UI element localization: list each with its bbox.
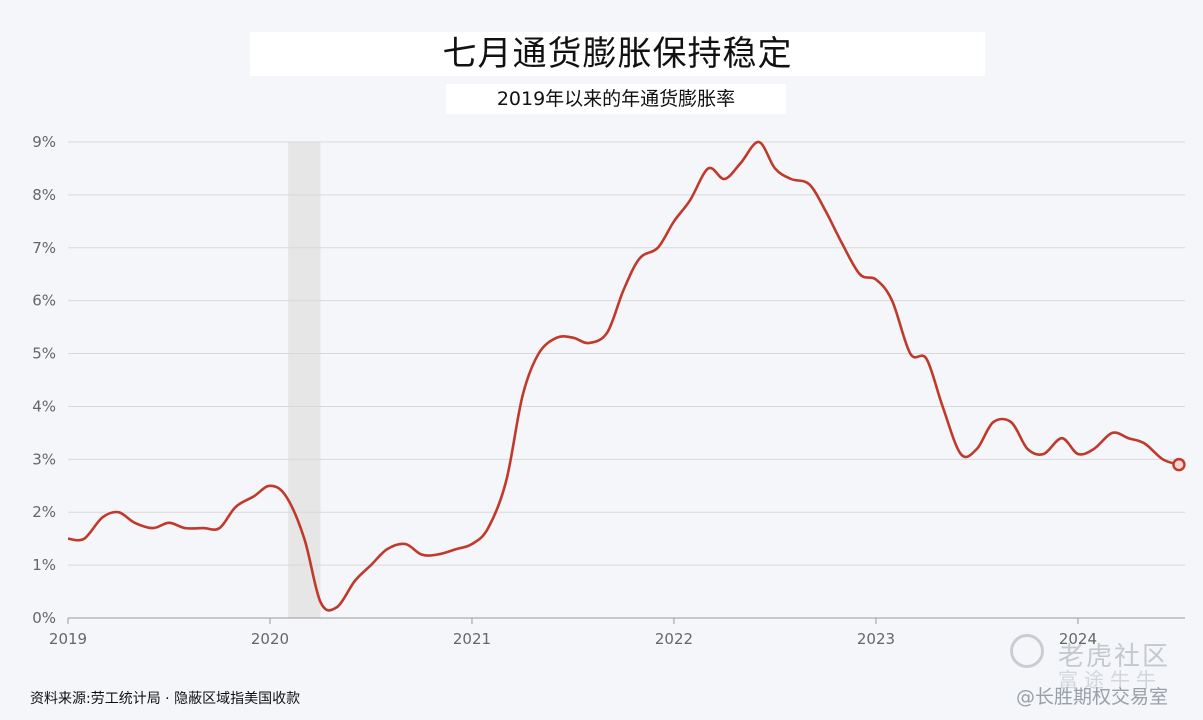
watermark-logo-icon	[1010, 634, 1044, 668]
y-tick-label: 6%	[32, 292, 56, 310]
recession-shade	[288, 142, 321, 618]
x-tick-label: 2020	[251, 630, 289, 648]
x-tick-label: 2024	[1059, 630, 1097, 648]
chart-subtitle: 2019年以来的年通货膨胀率	[496, 88, 736, 110]
y-tick-label: 1%	[32, 556, 56, 574]
x-tick-label: 2023	[857, 630, 895, 648]
y-tick-label: 3%	[32, 450, 56, 468]
y-tick-label: 5%	[32, 345, 56, 363]
y-tick-label: 0%	[32, 609, 56, 627]
watermark-handle: @长胜期权交易室	[1016, 686, 1169, 708]
watermark-community: 老虎社区	[1058, 642, 1171, 672]
chart-title: 七月通货膨胀保持稳定	[442, 34, 793, 74]
y-tick-label: 2%	[32, 503, 56, 521]
y-tick-label: 4%	[32, 397, 56, 415]
source-note: 资料来源:劳工统计局 · 隐蔽区域指美国收款	[30, 691, 301, 707]
x-tick-label: 2019	[49, 630, 87, 648]
chart-title-box: 七月通货膨胀保持稳定	[250, 32, 985, 76]
x-tick-label: 2021	[453, 630, 491, 648]
chart-subtitle-box: 2019年以来的年通货膨胀率	[446, 84, 786, 114]
y-tick-label: 9%	[32, 133, 56, 151]
y-tick-label: 7%	[32, 239, 56, 257]
watermark-futu: 富途牛牛	[1058, 668, 1162, 692]
last-point-marker	[1172, 457, 1186, 472]
y-tick-label: 8%	[32, 186, 56, 204]
inflation-series-line	[67, 140, 1180, 612]
x-tick-label: 2022	[655, 630, 693, 648]
